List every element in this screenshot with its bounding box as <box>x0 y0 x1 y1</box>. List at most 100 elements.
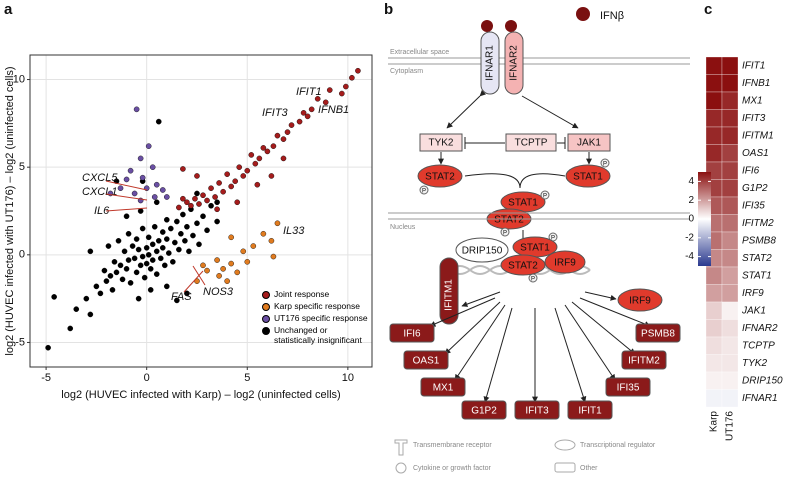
heatmap-cell <box>721 161 739 180</box>
point <box>208 202 214 209</box>
point <box>284 129 291 135</box>
legend-label: Joint response <box>274 289 330 299</box>
heatmap-cell <box>721 126 739 145</box>
point <box>190 232 196 239</box>
point <box>153 199 160 206</box>
heatmap-cell <box>721 109 739 128</box>
point <box>204 267 210 274</box>
leader-line <box>105 180 148 191</box>
point <box>155 237 162 244</box>
point <box>228 234 234 241</box>
target-label: IFIT3 <box>525 406 549 417</box>
point <box>109 287 116 293</box>
point <box>67 325 74 332</box>
point <box>274 132 281 139</box>
node-label: TYK2 <box>428 138 453 149</box>
heatmap-cell <box>721 266 739 285</box>
point <box>214 206 220 213</box>
target-box <box>605 377 651 397</box>
point <box>196 241 202 248</box>
point <box>236 164 243 170</box>
point <box>194 220 200 227</box>
x-tick-label: 5 <box>244 372 250 384</box>
point <box>159 187 166 193</box>
row-label: STAT2 <box>742 253 772 264</box>
heatmap-cell <box>721 319 739 338</box>
point <box>153 181 160 188</box>
point <box>224 171 230 177</box>
node-label: TCPTP <box>515 138 548 149</box>
legend-label: UT176 specific response <box>274 313 368 323</box>
point <box>117 185 124 192</box>
receptor-label: IFNAR2 <box>509 45 520 81</box>
point <box>143 245 150 251</box>
point <box>180 166 186 172</box>
legend-label: Transcriptional regulator <box>580 442 656 449</box>
point <box>308 106 315 113</box>
target-label: IFIT1 <box>578 406 602 417</box>
point <box>161 262 168 269</box>
row-label: OAS1 <box>742 148 769 159</box>
phospho-label: P <box>503 231 507 237</box>
legend-entry: UT176 specific response <box>262 313 370 323</box>
heatmap-cell <box>721 196 739 215</box>
heatmap-cell <box>721 74 739 93</box>
row-label: IFIT1 <box>742 60 765 71</box>
plot-frame <box>29 54 373 368</box>
heatmap-cell <box>721 371 739 390</box>
heatmap-cell <box>721 389 739 408</box>
point <box>194 190 200 197</box>
point <box>145 252 152 258</box>
annotation: NOS3 <box>203 286 234 298</box>
point <box>172 239 178 246</box>
point <box>113 269 120 276</box>
heatmap-cell <box>705 319 723 338</box>
point <box>119 276 126 283</box>
point <box>180 195 186 202</box>
node-label: STAT1 <box>573 172 603 183</box>
column-label: Karp <box>709 411 720 433</box>
phospho-label: P <box>543 194 547 200</box>
y-tick-label: 10 <box>13 73 25 85</box>
compartment-label: Cytoplasm <box>390 68 423 75</box>
target-box <box>635 323 681 343</box>
legend-entry: Joint response <box>262 289 370 299</box>
target-box <box>403 350 449 370</box>
point <box>87 311 94 318</box>
row-label: DRIP150 <box>742 375 783 386</box>
row-label: IFI35 <box>742 200 765 211</box>
point <box>149 164 156 170</box>
point <box>123 266 130 272</box>
y-tick-label: 0 <box>19 249 25 261</box>
heatmap-cell <box>705 109 723 128</box>
point <box>153 271 160 277</box>
point <box>163 236 170 242</box>
heatmap-cell <box>705 266 723 285</box>
point <box>166 250 172 256</box>
annotation: CXCL5 <box>82 172 118 184</box>
heatmap-cell <box>705 336 723 355</box>
heatmap-cell <box>705 144 723 163</box>
row-label: STAT1 <box>742 270 772 281</box>
row-label: G1P2 <box>742 183 768 194</box>
heatmap-cell <box>721 249 739 268</box>
row-label: IFIT3 <box>742 113 766 124</box>
panel-label: b <box>384 1 393 18</box>
phospho-label: P <box>531 277 535 283</box>
point <box>224 278 230 284</box>
point <box>137 208 144 214</box>
point <box>111 259 118 265</box>
point <box>268 173 275 179</box>
point <box>234 199 241 206</box>
point <box>97 290 104 297</box>
point <box>155 118 162 125</box>
point <box>137 155 144 162</box>
point <box>149 257 156 263</box>
leader-line <box>105 207 148 212</box>
point <box>159 245 166 251</box>
heatmap-cell <box>705 56 723 75</box>
point <box>123 176 130 183</box>
target-box <box>389 323 435 343</box>
point <box>51 294 57 300</box>
row-label: TCPTP <box>742 340 775 351</box>
